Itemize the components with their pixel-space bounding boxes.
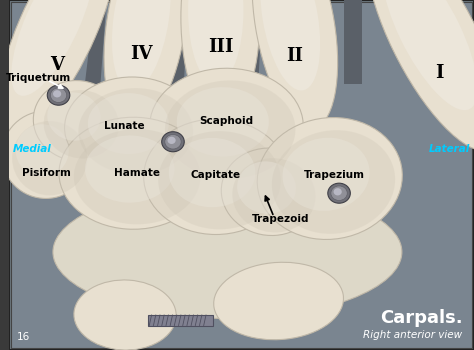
Text: Trapezoid: Trapezoid bbox=[252, 214, 310, 224]
Ellipse shape bbox=[33, 80, 122, 161]
Text: Capitate: Capitate bbox=[191, 170, 241, 180]
Ellipse shape bbox=[16, 124, 69, 177]
Ellipse shape bbox=[150, 68, 303, 184]
Text: III: III bbox=[208, 38, 233, 56]
Text: IV: IV bbox=[130, 45, 153, 63]
Ellipse shape bbox=[165, 134, 181, 149]
Ellipse shape bbox=[85, 135, 174, 203]
Ellipse shape bbox=[221, 148, 319, 236]
Ellipse shape bbox=[59, 117, 208, 229]
Ellipse shape bbox=[232, 158, 316, 232]
Ellipse shape bbox=[88, 93, 169, 154]
Ellipse shape bbox=[283, 138, 370, 211]
Text: Medial: Medial bbox=[12, 144, 51, 154]
Text: Triquetrum: Triquetrum bbox=[6, 73, 72, 83]
Ellipse shape bbox=[12, 121, 87, 195]
Ellipse shape bbox=[169, 138, 255, 207]
Text: Trapezium: Trapezium bbox=[304, 170, 365, 180]
Ellipse shape bbox=[44, 90, 119, 159]
Text: Right anterior view: Right anterior view bbox=[363, 330, 462, 340]
Ellipse shape bbox=[167, 137, 176, 144]
Ellipse shape bbox=[47, 85, 70, 105]
Ellipse shape bbox=[162, 132, 184, 152]
Ellipse shape bbox=[252, 0, 337, 129]
Ellipse shape bbox=[165, 80, 295, 178]
Text: Hamate: Hamate bbox=[114, 168, 160, 178]
Polygon shape bbox=[169, 0, 188, 98]
Ellipse shape bbox=[74, 129, 201, 224]
Ellipse shape bbox=[78, 88, 193, 174]
Ellipse shape bbox=[50, 88, 67, 103]
Polygon shape bbox=[246, 0, 262, 98]
Ellipse shape bbox=[214, 262, 344, 340]
Polygon shape bbox=[83, 0, 107, 98]
Ellipse shape bbox=[104, 0, 188, 129]
Ellipse shape bbox=[328, 183, 350, 203]
Ellipse shape bbox=[53, 186, 402, 318]
FancyBboxPatch shape bbox=[9, 0, 474, 350]
Ellipse shape bbox=[331, 186, 347, 201]
Text: Carpals.: Carpals. bbox=[380, 309, 462, 327]
Bar bbox=[148, 315, 213, 326]
Ellipse shape bbox=[2, 111, 90, 198]
Ellipse shape bbox=[334, 188, 342, 195]
Ellipse shape bbox=[47, 92, 100, 141]
Ellipse shape bbox=[64, 77, 200, 178]
Ellipse shape bbox=[0, 0, 117, 135]
Text: Lateral: Lateral bbox=[429, 144, 470, 154]
Text: Scaphoid: Scaphoid bbox=[200, 116, 254, 126]
Ellipse shape bbox=[74, 280, 176, 350]
Ellipse shape bbox=[382, 0, 474, 110]
Ellipse shape bbox=[272, 130, 395, 234]
Ellipse shape bbox=[177, 87, 269, 156]
Ellipse shape bbox=[257, 118, 402, 239]
Ellipse shape bbox=[260, 0, 320, 91]
Text: V: V bbox=[51, 56, 64, 74]
Polygon shape bbox=[344, 0, 362, 84]
Ellipse shape bbox=[237, 161, 296, 214]
FancyBboxPatch shape bbox=[11, 2, 472, 348]
Ellipse shape bbox=[53, 90, 61, 97]
Ellipse shape bbox=[188, 0, 244, 84]
Ellipse shape bbox=[158, 131, 281, 229]
Text: I: I bbox=[435, 64, 443, 83]
Text: II: II bbox=[286, 47, 303, 65]
Ellipse shape bbox=[181, 0, 260, 122]
Text: Pisiform: Pisiform bbox=[22, 168, 71, 178]
Ellipse shape bbox=[112, 0, 171, 91]
Text: 16: 16 bbox=[17, 332, 30, 342]
Ellipse shape bbox=[11, 0, 94, 96]
Text: Lunate: Lunate bbox=[104, 121, 145, 131]
Ellipse shape bbox=[144, 119, 288, 234]
Ellipse shape bbox=[366, 0, 474, 151]
